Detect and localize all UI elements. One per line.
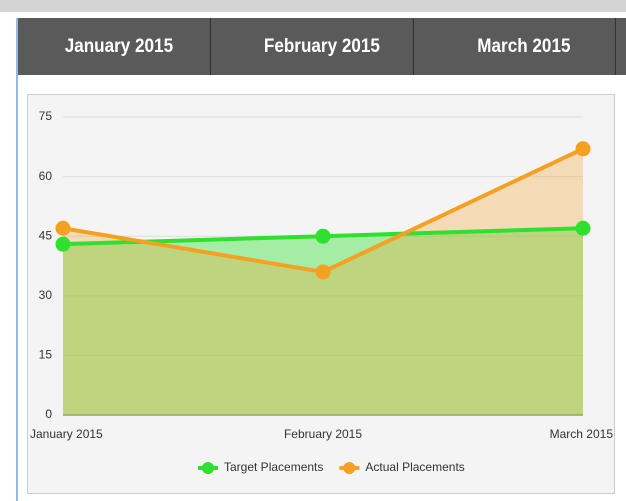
y-tick-label: 30 — [39, 288, 53, 302]
point — [575, 141, 591, 157]
legend-marker — [343, 462, 356, 474]
legend-label: Target Placements — [224, 460, 323, 474]
x-tick-label: January 2015 — [30, 427, 103, 441]
y-tick-label: 75 — [39, 109, 53, 123]
area — [63, 148, 583, 415]
y-tick-label: 60 — [39, 169, 53, 183]
header-cell: January 2015 — [28, 18, 211, 75]
x-tick-label: February 2015 — [284, 427, 362, 441]
point — [315, 228, 331, 244]
y-tick-label: 15 — [39, 348, 53, 362]
top-bar — [0, 0, 626, 12]
point — [575, 220, 591, 236]
y-tick-label: 45 — [39, 228, 53, 242]
point — [55, 236, 71, 252]
point — [315, 264, 331, 280]
left-edge — [16, 18, 18, 501]
x-tick-label: March 2015 — [550, 427, 614, 441]
legend-marker — [202, 462, 214, 474]
legend-label: Actual Placements — [365, 460, 464, 474]
month-header: January 2015 February 2015 March 2015 — [18, 18, 626, 75]
area — [63, 228, 583, 415]
point — [55, 220, 71, 236]
header-cell: February 2015 — [231, 18, 414, 75]
y-tick-label: 0 — [45, 407, 52, 421]
header-cell: March 2015 — [433, 18, 616, 75]
chart-panel — [27, 94, 615, 494]
